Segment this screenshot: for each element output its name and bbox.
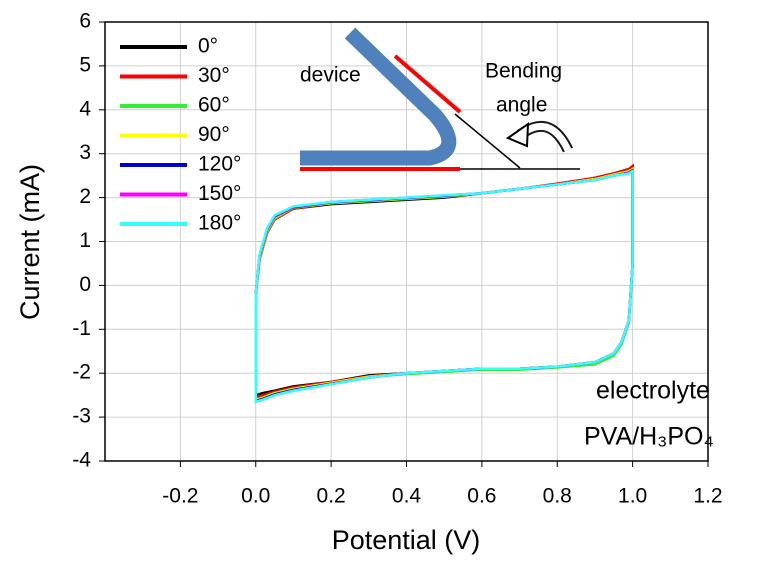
- legend-label: 90°: [198, 123, 230, 146]
- plot-frame: [104, 21, 709, 462]
- y-tick-label: 4: [79, 97, 91, 120]
- y-tick-label: 0: [79, 273, 91, 296]
- annotation: Bending: [485, 60, 562, 83]
- angle-line: [454, 113, 521, 169]
- x-tick-label: 0.2: [317, 485, 346, 508]
- x-tick-label: 1.0: [618, 485, 647, 508]
- y-tick-label: -3: [72, 405, 91, 428]
- y-axis-title: Current (mA): [15, 164, 45, 320]
- y-tick-label: 6: [79, 10, 91, 33]
- legend-label: 180°: [198, 212, 241, 235]
- annotation: device: [300, 64, 361, 87]
- y-tick-label: 1: [79, 229, 91, 252]
- series-line: [254, 169, 634, 404]
- x-tick-label: -0.2: [162, 485, 198, 508]
- x-tick-label: 0.0: [241, 485, 270, 508]
- annotation: PVA/H₃PO₄: [584, 423, 714, 451]
- device-shape: [300, 27, 457, 166]
- legend-label: 120°: [198, 153, 241, 176]
- x-axis-title: Potential (V): [332, 525, 481, 555]
- legend-label: 150°: [198, 182, 241, 205]
- y-tick-label: -4: [72, 449, 91, 472]
- x-tick-label: 0.8: [543, 485, 572, 508]
- angle-arrowhead: [505, 122, 530, 148]
- series-line: [254, 164, 634, 397]
- y-tick-label: 3: [79, 141, 91, 164]
- y-tick-label: 2: [79, 185, 91, 208]
- y-tick-label: -2: [72, 361, 91, 384]
- series-line: [254, 163, 634, 400]
- x-tick-label: 1.2: [693, 485, 722, 508]
- annotation: angle: [496, 94, 547, 117]
- y-tick-label: 5: [79, 53, 91, 76]
- annotation: electrolyte: [596, 377, 710, 405]
- legend-label: 0°: [198, 35, 218, 58]
- x-tick-label: 0.4: [392, 485, 422, 508]
- legend-label: 60°: [198, 94, 230, 117]
- inset-diagram: [300, 27, 580, 171]
- legend-label: 30°: [198, 64, 230, 87]
- y-tick-label: -1: [72, 317, 91, 340]
- electrode-line: [393, 54, 462, 114]
- x-tick-label: 0.6: [467, 485, 496, 508]
